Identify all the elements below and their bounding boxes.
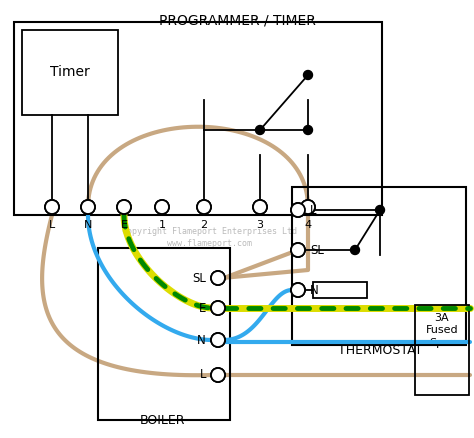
Text: Copyright Flameport Enterprises Ltd: Copyright Flameport Enterprises Ltd	[122, 227, 298, 237]
Text: 4: 4	[304, 220, 311, 230]
Circle shape	[81, 200, 95, 214]
Bar	[415, 305, 469, 395]
Circle shape	[375, 205, 384, 215]
Circle shape	[81, 200, 95, 214]
Circle shape	[211, 368, 225, 382]
Circle shape	[117, 200, 131, 214]
Circle shape	[211, 271, 225, 285]
Text: BOILER: BOILER	[140, 414, 186, 427]
Text: E: E	[199, 301, 206, 314]
Circle shape	[291, 203, 305, 217]
Text: THERMOSTAT: THERMOSTAT	[338, 343, 422, 357]
Circle shape	[197, 200, 211, 214]
Circle shape	[255, 126, 264, 134]
Circle shape	[301, 200, 315, 214]
Circle shape	[291, 243, 305, 257]
Text: N: N	[197, 333, 206, 346]
Text: SL: SL	[192, 272, 206, 285]
Text: L: L	[310, 204, 317, 216]
Circle shape	[291, 283, 305, 297]
Circle shape	[253, 200, 267, 214]
Bar	[313, 282, 367, 298]
Circle shape	[303, 126, 312, 134]
Circle shape	[301, 200, 315, 214]
Text: E: E	[120, 220, 128, 230]
Circle shape	[197, 200, 211, 214]
Circle shape	[45, 200, 59, 214]
Circle shape	[303, 71, 312, 80]
Bar	[292, 187, 466, 345]
Circle shape	[211, 301, 225, 315]
Text: N: N	[310, 283, 319, 297]
Circle shape	[211, 301, 225, 315]
Circle shape	[291, 283, 305, 297]
Text: PROGRAMMER / TIMER: PROGRAMMER / TIMER	[159, 13, 315, 27]
Bar	[14, 22, 382, 215]
Circle shape	[117, 200, 131, 214]
Circle shape	[155, 200, 169, 214]
Circle shape	[291, 243, 305, 257]
Text: Timer: Timer	[50, 65, 90, 79]
Circle shape	[350, 246, 359, 254]
Circle shape	[291, 203, 305, 217]
Circle shape	[155, 200, 169, 214]
Circle shape	[211, 333, 225, 347]
Text: 2: 2	[201, 220, 208, 230]
Text: www.flameport.com: www.flameport.com	[167, 240, 253, 248]
Circle shape	[253, 200, 267, 214]
Text: 3: 3	[256, 220, 264, 230]
Text: 3A
Fused
Spur: 3A Fused Spur	[426, 313, 458, 348]
Text: SL: SL	[310, 244, 324, 257]
Circle shape	[211, 368, 225, 382]
Circle shape	[211, 271, 225, 285]
Circle shape	[211, 333, 225, 347]
Bar	[98, 248, 230, 420]
Text: L: L	[200, 368, 206, 381]
Circle shape	[45, 200, 59, 214]
Text: 1: 1	[158, 220, 165, 230]
Text: N: N	[84, 220, 92, 230]
Text: L: L	[49, 220, 55, 230]
Bar	[22, 30, 118, 115]
